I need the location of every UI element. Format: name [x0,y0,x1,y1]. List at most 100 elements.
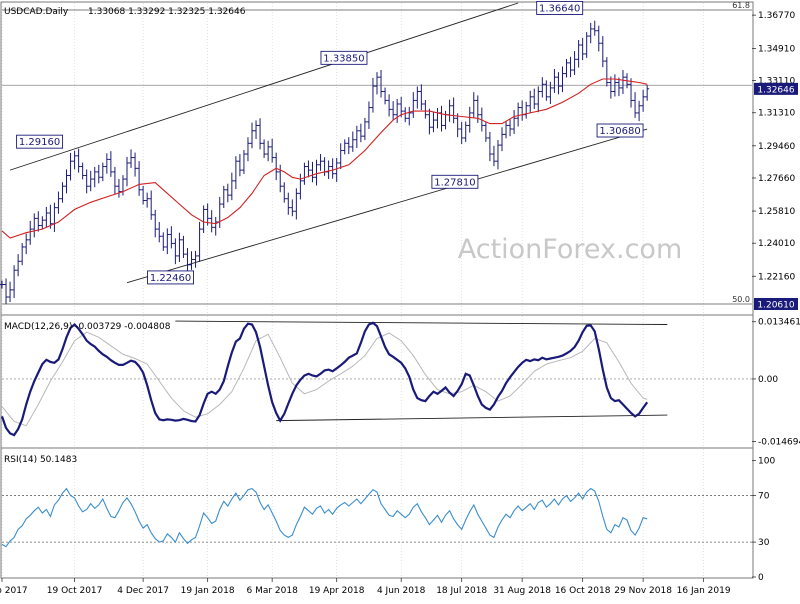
candle [620,70,625,94]
x-axis-layer: 5 Sep 2017 19 Oct 2017 4 Dec 2017 19 Jan 20… [0,578,731,596]
price-y-tick-label: 1.36770 [758,11,795,21]
candle [64,169,69,194]
candle [221,185,226,209]
annotation-box [320,50,368,65]
annotation-label: 1.33850 [323,53,364,64]
macd-lower-trendline [276,414,668,422]
x-axis-tick-label: 19 Oct 2017 [47,586,103,596]
candle [362,117,367,141]
candle [241,150,246,175]
price-header-ohlc: 1.33068 1.33292 1.32325 1.32646 [88,7,246,17]
candle [68,152,73,181]
candle [229,172,234,201]
candle [346,137,351,155]
price-panel: 1.29160 1.22460 1.33850 1.27810 1.36640 1.306… [0,1,752,305]
candle [423,100,428,119]
candle [262,139,267,158]
x-axis-tick-label: 31 Aug 2018 [493,586,551,596]
candle [60,182,65,203]
annotation-label: 1.22460 [150,273,191,284]
rsi-y-tick-label: 70 [758,492,770,502]
candle [161,232,166,251]
candle [153,209,158,238]
candle [399,96,404,118]
candle [48,204,53,229]
candle [181,235,186,259]
annotation-label: 1.27810 [434,177,475,188]
candle [512,110,517,135]
candle [467,106,472,133]
candle [213,216,218,236]
candle [375,72,379,95]
y-axis-layer: 1.36770 1.34910 1.33110 1.31310 1.29460 1.276… [752,11,800,583]
candle [266,140,271,162]
candle [395,98,400,123]
candle [88,170,93,192]
candle [209,210,214,233]
macd-y-tick-label: -0.014694 [758,437,800,447]
candle [354,125,359,148]
x-axis-tick-label: 6 Mar 2018 [246,586,298,596]
candle [516,102,521,127]
moving-average-line [1,78,648,239]
candle [411,92,416,118]
candle [358,123,363,143]
candle [237,154,242,177]
candle [415,86,420,109]
candle [28,220,33,245]
candle [290,199,295,217]
candle [36,211,41,232]
macd-y-tick-label: 0.00 [758,375,778,385]
candle [407,106,412,126]
candle [112,166,117,195]
candle [616,77,621,97]
macd-signal-line [1,331,648,427]
candle [245,137,250,162]
x-axis-tick-label: 5 Sep 2017 [0,586,28,596]
candle [12,265,17,299]
candle [92,166,97,188]
candle [173,238,178,265]
candle [588,22,593,44]
candle [197,221,202,262]
candle [451,97,456,124]
candle [455,113,460,138]
annotation-box [16,134,64,149]
candle [540,77,545,98]
price-y-tick-label: 1.34910 [758,44,795,54]
candle [383,87,388,105]
candle [185,248,190,272]
candle [334,157,339,182]
candle [508,119,513,137]
candle [600,36,605,68]
candle [165,228,170,255]
candle [387,94,392,117]
macd-line [0,321,649,437]
candle [282,182,287,203]
candle [96,164,101,184]
candle [431,111,436,133]
candle [536,86,541,113]
candle [20,243,25,266]
rsi-y-tick-label: 0 [758,573,764,583]
macd-panel [0,320,752,437]
candle [24,233,29,255]
channel-upper-line [9,2,519,171]
candle [483,121,488,142]
price-y-tick-label: 1.27660 [758,174,795,184]
candle [44,206,49,228]
candle [137,161,142,196]
candle [193,250,198,268]
rsi-y-tick-label: 30 [758,538,770,548]
candle [72,150,77,170]
candle [250,122,254,149]
fib-500-price-tag-label: 1.20610 [757,300,794,310]
fib-level-label: 61.8 [732,1,750,10]
candle [564,58,569,78]
candle [286,192,291,215]
candle [633,92,638,118]
candle [487,131,492,162]
candle [294,188,299,220]
